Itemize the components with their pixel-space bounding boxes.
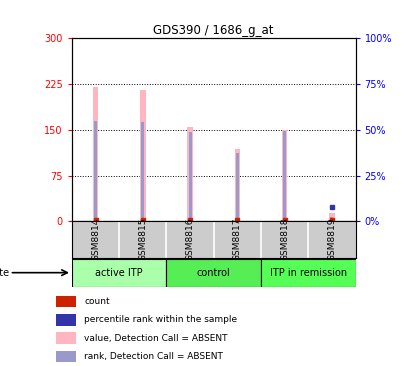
Bar <box>283 131 286 221</box>
Text: count: count <box>84 297 110 306</box>
Bar <box>329 213 335 221</box>
Bar <box>189 132 192 221</box>
Text: value, Detection Call = ABSENT: value, Detection Call = ABSENT <box>84 334 228 343</box>
Bar <box>93 87 98 221</box>
Bar <box>330 217 333 221</box>
Text: control: control <box>197 268 231 278</box>
Text: GSM8819: GSM8819 <box>328 218 336 261</box>
Text: active ITP: active ITP <box>95 268 143 278</box>
Text: GSM8817: GSM8817 <box>233 218 242 261</box>
FancyBboxPatch shape <box>261 259 356 287</box>
Bar <box>94 121 97 221</box>
Bar <box>140 90 145 221</box>
FancyBboxPatch shape <box>72 259 166 287</box>
Bar <box>56 314 76 326</box>
Text: GSM8814: GSM8814 <box>91 218 100 261</box>
Text: ITP in remission: ITP in remission <box>270 268 347 278</box>
Bar <box>56 351 76 362</box>
Bar <box>141 122 144 221</box>
Bar <box>56 296 76 307</box>
Text: disease state: disease state <box>0 268 9 278</box>
Bar <box>236 153 239 221</box>
Bar <box>235 149 240 221</box>
Text: percentile rank within the sample: percentile rank within the sample <box>84 315 238 324</box>
Text: GSM8816: GSM8816 <box>186 218 194 261</box>
Bar <box>56 332 76 344</box>
FancyBboxPatch shape <box>166 259 261 287</box>
Text: rank, Detection Call = ABSENT: rank, Detection Call = ABSENT <box>84 352 223 361</box>
Bar <box>187 127 193 221</box>
Text: GSM8818: GSM8818 <box>280 218 289 261</box>
Bar <box>282 130 287 221</box>
Title: GDS390 / 1686_g_at: GDS390 / 1686_g_at <box>153 24 274 37</box>
Text: GSM8815: GSM8815 <box>139 218 147 261</box>
